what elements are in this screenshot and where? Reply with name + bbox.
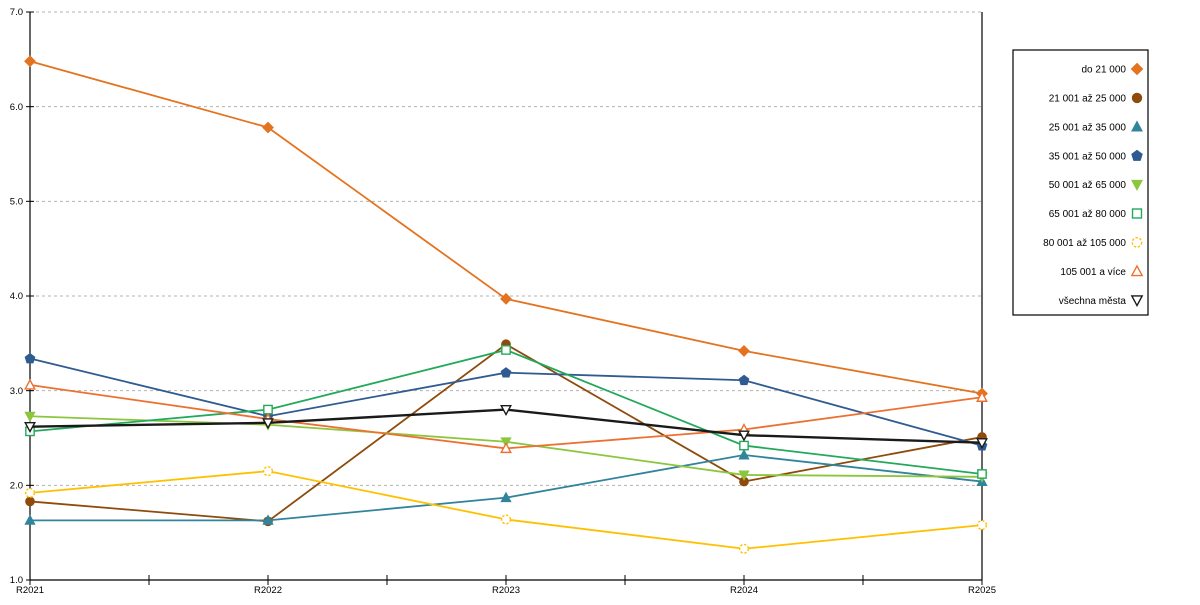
y-axis-tick-label: 6.0: [10, 102, 23, 113]
legend-item-label: 105 001 a více: [1060, 267, 1126, 278]
data-point-marker-triangle-down: [24, 421, 36, 434]
y-axis-tick-label: 5.0: [10, 197, 23, 208]
data-point-marker-diamond: [738, 344, 750, 357]
data-point-marker-circle: [976, 520, 988, 531]
data-point-marker-square: [739, 440, 749, 451]
legend-marker-icon: [1131, 120, 1143, 132]
legend-item-label: do 21 000: [1082, 65, 1127, 76]
data-point-marker-triangle-up: [976, 390, 988, 402]
legend-item: 105 001 a více: [1060, 264, 1144, 278]
data-point-marker-triangle-down: [500, 404, 512, 417]
data-point-marker-circle: [262, 466, 274, 477]
legend-item-label: 35 001 až 50 000: [1049, 151, 1127, 162]
x-axis-tick-label: R2024: [730, 585, 758, 596]
legend-item-label: 21 001 až 25 000: [1049, 94, 1127, 105]
data-point-marker-circle: [24, 487, 36, 498]
y-axis-tick-label: 1.0: [10, 575, 23, 586]
series-line-6: [29, 470, 983, 550]
legend-item: 21 001 až 25 000: [1049, 92, 1143, 105]
legend-marker-icon: [1131, 208, 1143, 219]
series-line-2: [30, 454, 983, 522]
legend-item-label: 80 001 až 105 000: [1043, 238, 1126, 249]
data-point-marker-triangle-up: [24, 514, 36, 525]
y-axis-tick-label: 4.0: [10, 291, 23, 302]
legend-box: [1012, 49, 1149, 316]
legend-item: 80 001 až 105 000: [1043, 236, 1143, 249]
y-axis-tick-label: 3.0: [10, 386, 23, 397]
data-point-marker-triangle-down: [262, 418, 274, 430]
y-axis-tick-label: 2.0: [10, 481, 23, 492]
legend-marker-icon: [1131, 92, 1143, 104]
data-point-marker-square: [977, 469, 987, 479]
data-point-marker-triangle-down: [738, 470, 750, 481]
x-axis-tick-label: R2025: [968, 585, 996, 596]
data-point-marker-pentagon: [738, 374, 750, 386]
data-point-marker-triangle-up: [738, 449, 750, 460]
legend-item-label: 65 001 až 80 000: [1049, 209, 1127, 220]
legend-marker-icon: [1130, 295, 1144, 307]
data-point-marker-triangle-down: [738, 430, 750, 442]
legend-marker-icon: [1130, 264, 1144, 277]
data-point-marker-diamond: [262, 121, 274, 134]
x-axis-tick-label: R2021: [16, 585, 44, 596]
legend-item: 65 001 až 80 000: [1049, 208, 1143, 220]
data-point-marker-circle: [500, 514, 512, 525]
data-point-marker-square: [501, 345, 511, 355]
legend-item: všechna města: [1059, 295, 1144, 307]
legend-item: 35 001 až 50 000: [1049, 149, 1143, 162]
x-axis-tick-label: R2023: [492, 585, 520, 596]
data-point-marker-pentagon: [500, 367, 512, 378]
legend-marker-icon: [1131, 236, 1143, 248]
legend-marker-icon: [1130, 62, 1144, 76]
legend-item-label: 50 001 až 65 000: [1049, 180, 1127, 191]
legend-item-label: 25 001 až 35 000: [1049, 122, 1127, 133]
data-point-marker-triangle-up: [500, 491, 512, 503]
data-point-marker-triangle-up: [262, 514, 274, 525]
data-point-marker-square: [263, 404, 273, 415]
data-point-marker-pentagon: [24, 352, 36, 364]
y-axis-tick-label: 7.0: [10, 7, 23, 18]
legend-item-label: všechna města: [1059, 296, 1127, 307]
legend-item: 25 001 až 35 000: [1049, 120, 1143, 133]
data-point-marker-diamond: [24, 55, 36, 68]
legend: do 21 000 21 001 až 25 000 25 001 až 35 00…: [1012, 49, 1149, 316]
legend-item: do 21 000: [1082, 62, 1144, 76]
x-axis-tick-label: R2022: [254, 585, 282, 596]
data-point-marker-triangle-up: [500, 441, 512, 454]
data-point-marker-circle: [25, 496, 35, 507]
data-point-marker-triangle-down: [976, 438, 988, 450]
legend-marker-icon: [1131, 179, 1143, 191]
legend-item: 50 001 až 65 000: [1049, 179, 1143, 191]
data-point-marker-triangle-down: [24, 411, 36, 423]
data-point-marker-triangle-up: [24, 378, 36, 390]
legend-marker-icon: [1131, 149, 1143, 161]
data-point-marker-circle: [738, 543, 750, 554]
data-point-marker-diamond: [500, 292, 512, 305]
